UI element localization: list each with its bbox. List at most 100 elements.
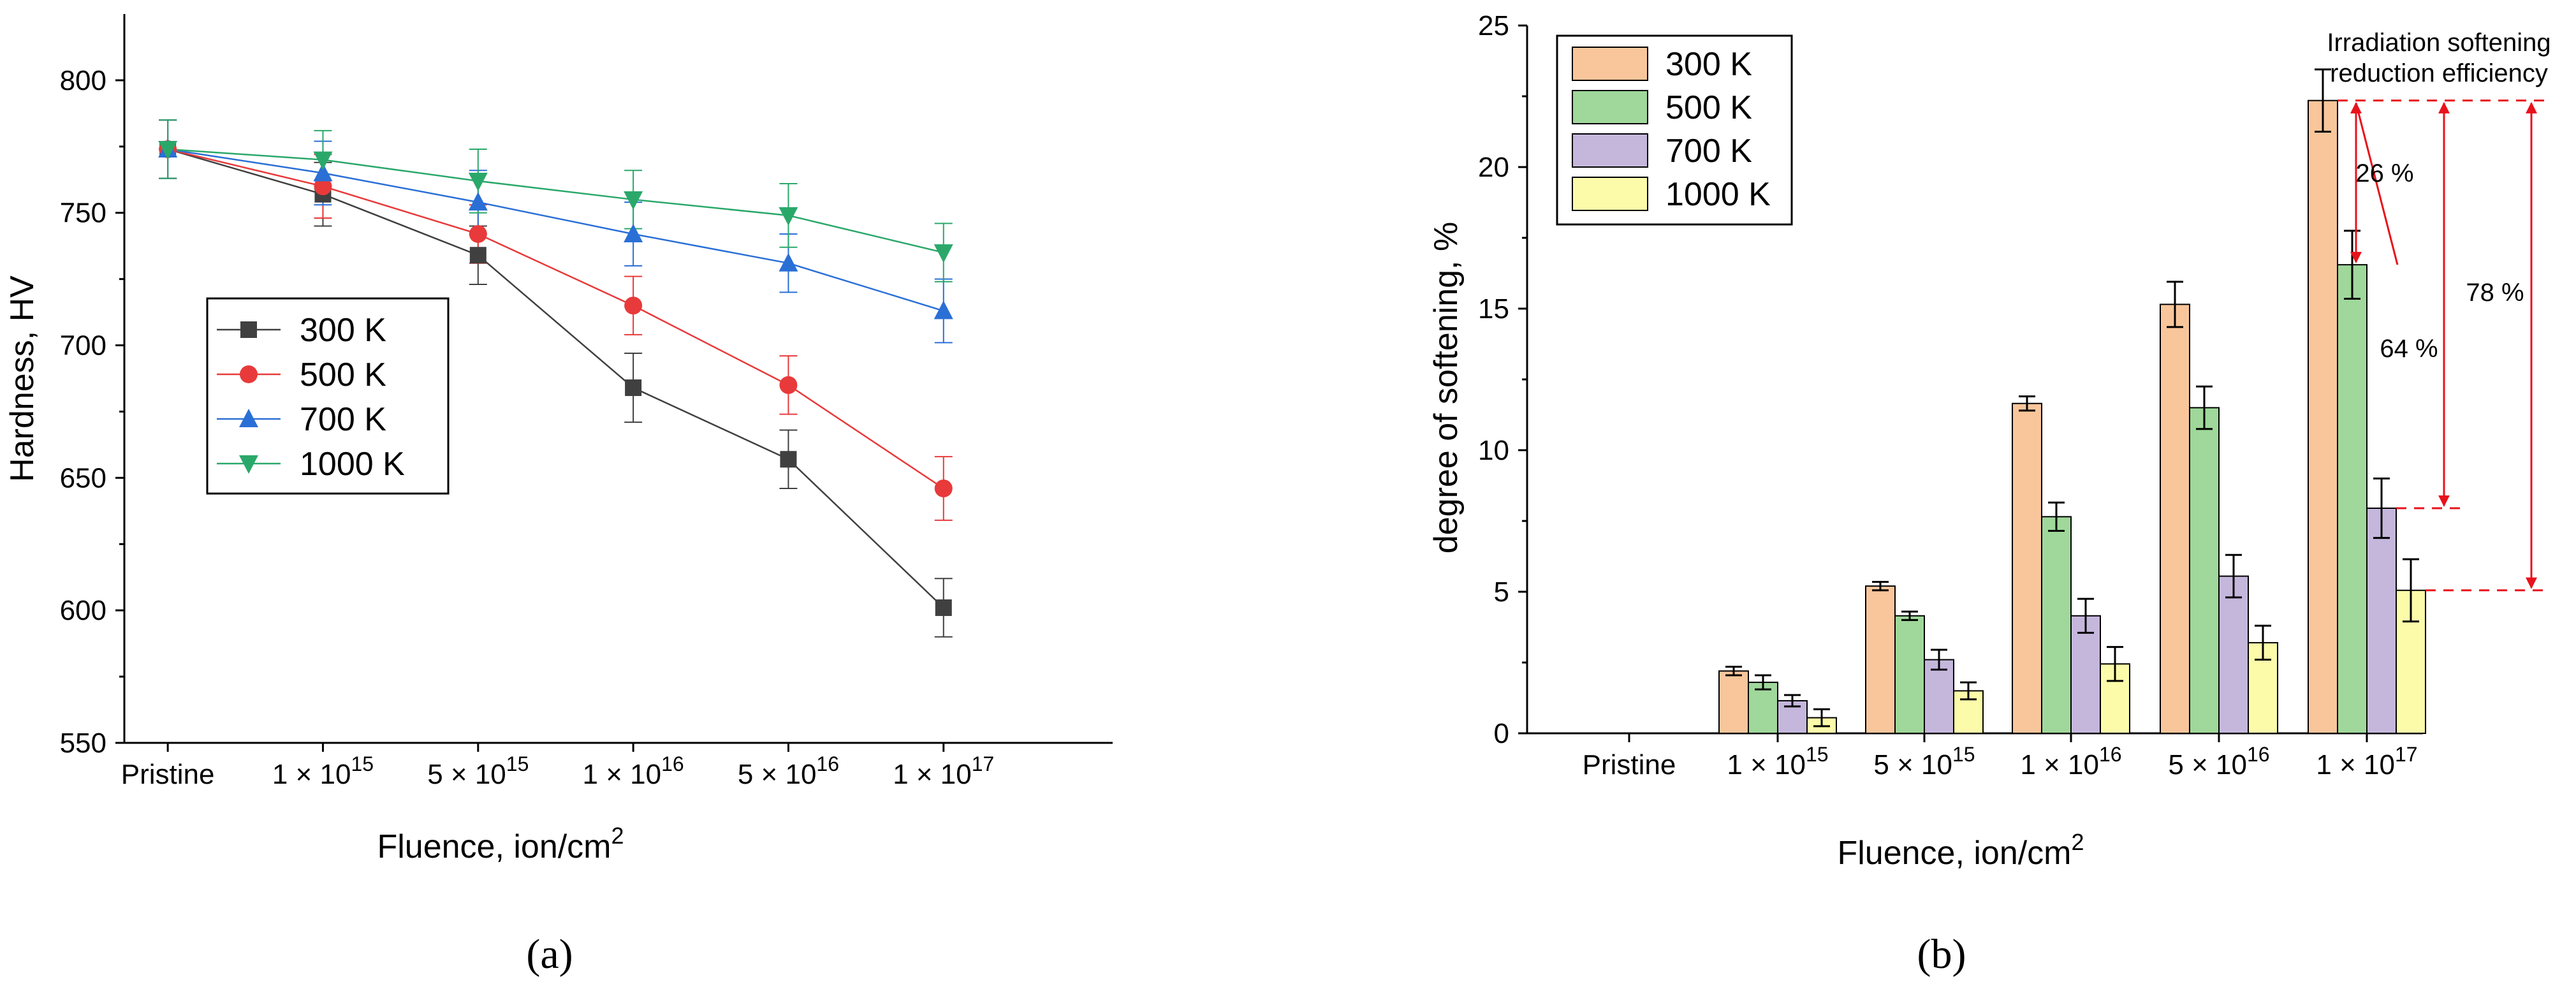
- panel-a-label: (a): [526, 931, 573, 978]
- panel-a-ytick-label: 650: [60, 462, 106, 494]
- panel-a-point-1000K: [933, 244, 953, 263]
- panel-b-annotation-title: Irradiation softening: [2327, 29, 2550, 57]
- panel-b-reference-tie: [2355, 103, 2399, 265]
- panel-a-point-700K: [933, 300, 953, 319]
- panel-b-ytick-label: 25: [1478, 10, 1509, 41]
- panel-b-ytick-label: 10: [1478, 435, 1509, 466]
- panel-b-bar-700K: [1924, 659, 1954, 735]
- panel-a-xtick-label: 1 × 1015: [272, 752, 374, 790]
- panel-b-ytick-label: 20: [1478, 152, 1509, 183]
- panel-b-bar-300K: [2308, 99, 2338, 735]
- panel-a-legend-marker: [239, 455, 258, 474]
- panel-b-xtick-label: 5 × 1015: [1873, 743, 1975, 780]
- panel-a-legend-label: 700 K: [300, 401, 386, 438]
- panel-b-xtick-label-exp: 15: [1952, 743, 1975, 766]
- panel-b-bar-700K: [2218, 575, 2249, 735]
- panel-a-point-500K: [469, 224, 487, 243]
- panel-b-xtick-label-base: 1 × 10: [2316, 749, 2395, 780]
- panel-a-line-700K: [167, 148, 944, 312]
- panel-b-xtick-label-exp: 17: [2395, 743, 2418, 766]
- panel-a-xtick-label-exp: 17: [972, 752, 995, 775]
- panel-a-point-1000K: [158, 140, 178, 159]
- panel-a-point-300K: [935, 599, 952, 617]
- panel-a-legend-marker: [240, 321, 257, 338]
- panel-b-xtick-label: 5 × 1016: [2168, 743, 2269, 780]
- panel-a-xtick-label: 1 × 1017: [893, 752, 994, 790]
- panel-b-xtick-label-exp: 15: [1806, 743, 1829, 766]
- panel-a-point-300K: [469, 247, 487, 264]
- panel-a-ytick-label: 700: [60, 330, 106, 362]
- panel-b-legend-swatch: [1572, 90, 1648, 124]
- panel-b-xtick-label-exp: 16: [2099, 743, 2122, 766]
- panel-b-legend-label: 300 K: [1665, 46, 1752, 83]
- panel-b-legend-label: 700 K: [1665, 133, 1752, 170]
- panel-a-point-300K: [780, 451, 797, 468]
- panel-a-xtick-label-base: 1 × 10: [272, 759, 351, 790]
- panel-a-xtick-label: 1 × 1016: [583, 752, 684, 790]
- panel-b-xtick-label-base: Pristine: [1583, 749, 1676, 780]
- panel-a-ytick-label: 800: [60, 65, 106, 96]
- panel-b-annotations: 26 % 64 % 78 % Irradiation softeningreducti…: [2327, 29, 2551, 592]
- panel-b-xlabel-sup: 2: [2072, 829, 2084, 855]
- panel-a-point-700K: [313, 163, 333, 182]
- panel-b-annotation-reduction_700K: 64 %: [2380, 335, 2438, 363]
- panel-b-xtick-label-base: 5 × 10: [1873, 749, 1952, 780]
- panel-b-bar-500K: [1894, 615, 1925, 734]
- panel-b-legend-label: 500 K: [1665, 89, 1752, 126]
- panel-b-bar-300K: [2160, 304, 2190, 734]
- panel-a-legend-label: 500 K: [300, 356, 386, 393]
- panel-b-bar-700K: [2366, 508, 2397, 735]
- panel-a-xtick-label: 5 × 1016: [738, 752, 839, 790]
- panel-a-ytick-label: 600: [60, 595, 106, 626]
- panel-b-ytick-label: 0: [1494, 718, 1509, 749]
- panel-a-xtick-label: 5 × 1015: [427, 752, 529, 790]
- panel-a-point-1000K: [313, 151, 333, 170]
- panel-a-point-300K: [625, 379, 642, 397]
- panel-a-xtick-label-base: 5 × 10: [738, 759, 817, 790]
- panel-a-series-lines: [167, 148, 944, 608]
- panel-b-annotation-reduction_1000K: 78 %: [2466, 279, 2524, 307]
- panel-b-bar-300K: [1865, 585, 1896, 734]
- panel-a-line-300K: [167, 148, 944, 608]
- panel-a-xtick-label-base: 1 × 10: [583, 759, 662, 790]
- panel-b-ylabel: degree of softening, %: [1428, 222, 1465, 553]
- panel-b-xtick-label-base: 5 × 10: [2168, 749, 2247, 780]
- panel-b-xtick-label-base: 1 × 10: [1727, 749, 1806, 780]
- panel-b-legend-swatch: [1572, 47, 1648, 81]
- panel-a-point-1000K: [779, 207, 798, 226]
- panel-a-xlabel: Fluence, ion/cm2: [377, 823, 624, 865]
- panel-a-line-1000K: [168, 148, 944, 254]
- panel-b-xtick-label: 1 × 1015: [1727, 743, 1828, 780]
- panel-a-xtick-label-exp: 16: [816, 752, 839, 775]
- panel-a-point-500K: [934, 479, 953, 497]
- panel-b-xtick-label: 1 × 1016: [2020, 743, 2121, 780]
- panel-a-point-1000K: [624, 191, 643, 210]
- panel-a-xtick-label-base: Pristine: [121, 759, 215, 790]
- panel-b-xlabel-text: Fluence, ion/cm: [1837, 835, 2071, 872]
- panel-a-xtick-label-exp: 15: [351, 752, 374, 775]
- panel-a-point-500K: [624, 297, 643, 315]
- panel-a-ytick-label: 750: [60, 198, 106, 229]
- panel-a-ytick-label: 550: [60, 728, 106, 759]
- panel-a-point-700K: [468, 192, 488, 211]
- panel-b-xtick-label: Pristine: [1583, 749, 1676, 780]
- panel-b-bar-500K: [2337, 264, 2367, 734]
- panel-b-bar-300K: [2012, 402, 2042, 734]
- panel-b-bar-300K: [1718, 670, 1749, 734]
- panel-a-ylabel: Hardness, HV: [4, 275, 41, 482]
- panel-a-xtick-label-exp: 15: [506, 752, 529, 775]
- panel-a-legend: 300 K 500 K 700 K 1000 K: [206, 297, 450, 495]
- panel-a-xlabel-text: Fluence, ion/cm: [377, 828, 611, 865]
- panel-b-error-bars: [1725, 68, 2419, 728]
- panel-b-label: (b): [1917, 931, 1966, 978]
- panel-b-annotation-reduction_500K: 26 %: [2355, 159, 2413, 187]
- panel-a-legend-marker: [240, 365, 258, 383]
- panel-a-line-500K: [167, 148, 944, 490]
- panel-a-legend-marker: [239, 409, 258, 427]
- panel-a-point-1000K: [468, 172, 488, 191]
- panel-b-bars: [1718, 99, 2426, 735]
